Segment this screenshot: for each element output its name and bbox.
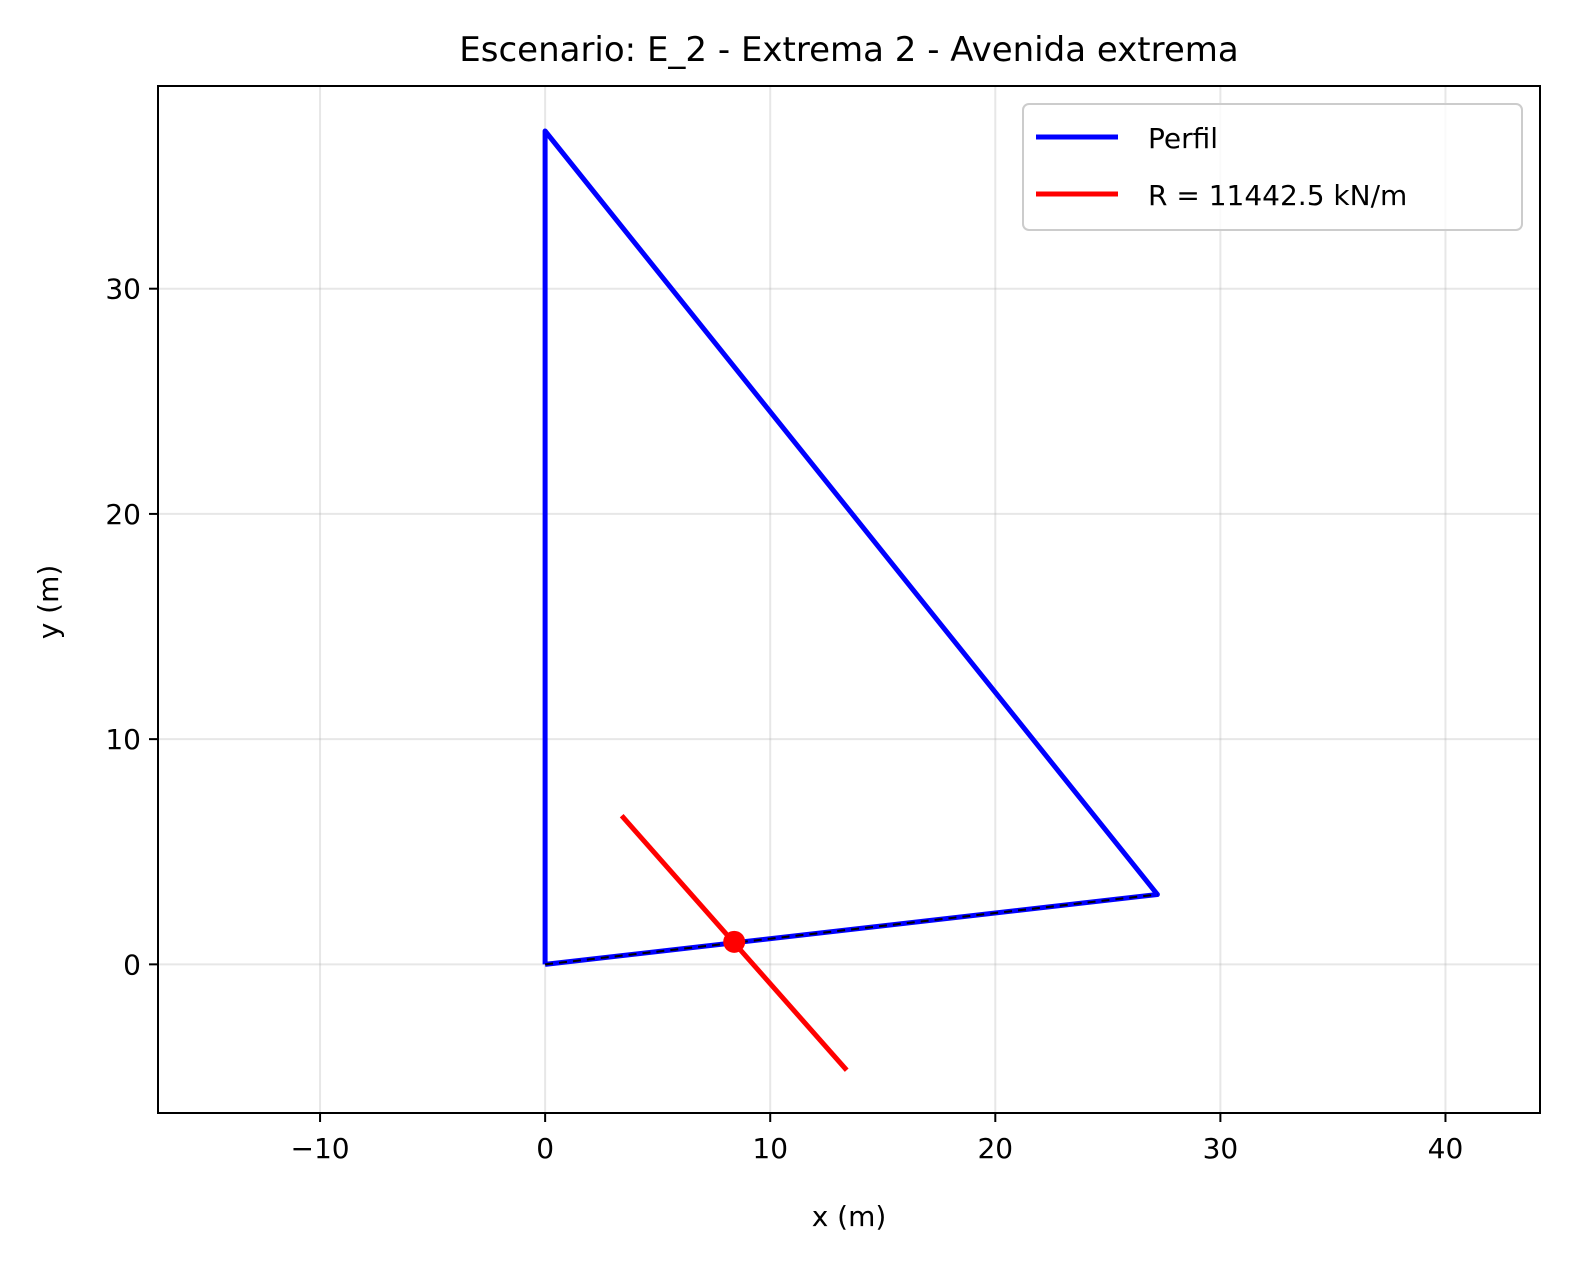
x-tick-label: 10 <box>752 1132 788 1165</box>
y-tick-label: 10 <box>105 723 141 756</box>
x-tick-label: 40 <box>1428 1132 1464 1165</box>
legend-box <box>1022 103 1523 231</box>
x-axis-label: x (m) <box>812 1200 887 1233</box>
x-tick-label: −10 <box>291 1132 350 1165</box>
x-tick-label: 0 <box>536 1132 554 1165</box>
x-tick-label: 30 <box>1203 1132 1239 1165</box>
resultant-point <box>723 930 746 953</box>
plot-frame <box>157 85 1541 1114</box>
legend-label-resultant: R = 11442.5 kN/m <box>1148 179 1407 212</box>
ticks: −10 0 10 20 30 40 0 10 20 30 <box>105 273 1463 1165</box>
y-tick-label: 20 <box>105 498 141 531</box>
chart-title: Escenario: E_2 - Extrema 2 - Avenida ext… <box>459 30 1238 70</box>
y-tick-label: 0 <box>123 948 141 981</box>
legend: Perfil R = 11442.5 kN/m <box>1022 103 1523 231</box>
x-tick-label: 20 <box>977 1132 1013 1165</box>
y-axis-label: y (m) <box>32 565 65 640</box>
y-tick-label: 30 <box>105 273 141 306</box>
legend-label-perfil: Perfil <box>1148 122 1218 155</box>
series-layer <box>542 128 1160 1072</box>
base-dashed-line <box>544 893 1158 966</box>
